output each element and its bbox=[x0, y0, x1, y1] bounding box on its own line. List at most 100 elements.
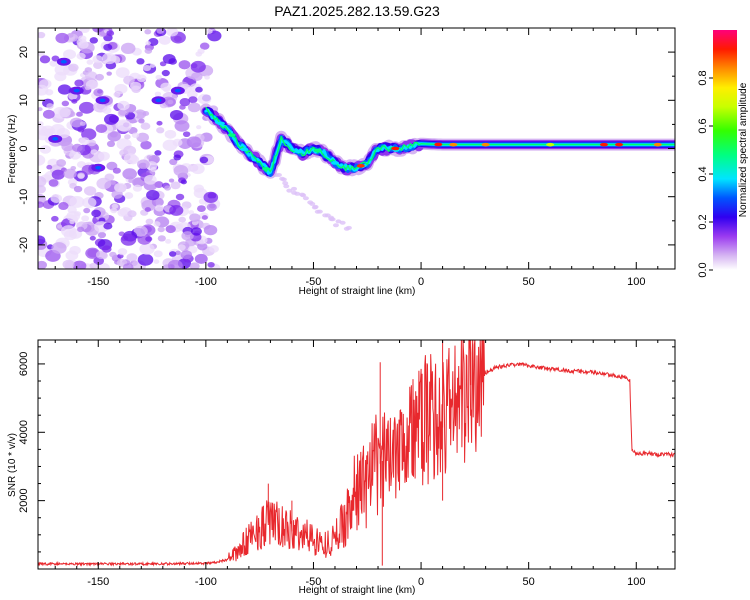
spectrogram-speckle bbox=[144, 174, 157, 185]
spectrogram-speckle bbox=[79, 137, 90, 146]
spectrogram-speckle bbox=[145, 41, 151, 46]
colorbar-ticks: 0.0 0.2 0.4 0.6 0.8 bbox=[697, 70, 713, 278]
spectrogram-speckle bbox=[162, 54, 176, 64]
spectrogram-speckle bbox=[110, 180, 116, 185]
spectrogram-speckle bbox=[38, 121, 44, 127]
spectrogram-speckle bbox=[39, 79, 52, 89]
spectrogram-speckle bbox=[179, 104, 186, 110]
spectrogram-speckle bbox=[283, 184, 290, 189]
figure-title: PAZ1.2025.282.13.59.G23 bbox=[274, 3, 440, 19]
spectrogram-speckle bbox=[286, 188, 293, 193]
spectrogram-speckle bbox=[71, 99, 78, 104]
spectrogram-speckle bbox=[84, 85, 91, 91]
spectrogram-speckle bbox=[300, 193, 307, 198]
spectrogram-speckle bbox=[190, 60, 206, 73]
spectrogram-blob-core bbox=[99, 98, 106, 103]
snr-y-tick-label: 6000 bbox=[18, 352, 30, 376]
spectrogram-speckle bbox=[69, 196, 85, 208]
spectrogram-speckle bbox=[81, 128, 97, 141]
spectrogram-x-tick-label: 100 bbox=[627, 276, 645, 288]
spectrogram-speckle bbox=[104, 173, 115, 181]
spectrogram-speckle bbox=[92, 55, 103, 64]
spectrogram-blob-core bbox=[155, 98, 162, 103]
spectrogram-speckle bbox=[123, 145, 137, 156]
spectrogram-speckle bbox=[61, 142, 74, 152]
spectrogram-speckle bbox=[275, 172, 282, 177]
spectrogram-speckle bbox=[38, 201, 44, 208]
spectrogram-speckle bbox=[169, 251, 177, 257]
spectrogram-speckle bbox=[102, 107, 112, 115]
spectrogram-speckle bbox=[69, 117, 83, 128]
spectrogram-speckle bbox=[175, 193, 185, 201]
spectrogram-speckle bbox=[137, 253, 154, 266]
spectrogram-speckle bbox=[188, 96, 198, 104]
spectrogram-speckle bbox=[55, 32, 70, 44]
snr-x-ticks: -150 -100 -50 0 50 100 bbox=[54, 340, 659, 588]
spectrogram-y-ticks: -20 -10 0 10 20 bbox=[18, 27, 675, 270]
spectrogram-y-tick-label: 0 bbox=[18, 145, 30, 151]
spectrogram-speckle bbox=[149, 63, 156, 68]
snr-x-tick-label: 100 bbox=[627, 576, 645, 588]
spectrogram-speckle bbox=[191, 72, 203, 81]
spectrogram-speckle bbox=[83, 186, 97, 196]
spectrogram-speckle bbox=[115, 67, 130, 78]
spectrogram-speckle bbox=[161, 69, 170, 77]
spectrogram-speckle bbox=[145, 218, 154, 225]
spectrogram-speckle bbox=[95, 250, 108, 259]
colorbar-label: Normalized spectral amplitude bbox=[738, 82, 749, 217]
spectrogram-speckle bbox=[38, 235, 46, 246]
spectrogram-speckle bbox=[69, 150, 82, 160]
spectrogram-speckle bbox=[89, 37, 99, 44]
spectrogram-blob-core bbox=[174, 88, 181, 93]
spectrogram-speckle bbox=[79, 28, 90, 33]
spectrogram-speckle bbox=[61, 100, 70, 107]
spectrogram-speckle bbox=[133, 225, 148, 237]
spectrogram-speckle bbox=[339, 220, 346, 225]
spectrogram-speckle bbox=[78, 35, 87, 42]
spectrogram-speckle bbox=[46, 103, 54, 109]
spectrogram-speckle bbox=[204, 75, 210, 80]
spectrogram-speckle bbox=[38, 31, 46, 39]
spectrogram-y-tick-label: -20 bbox=[18, 237, 30, 253]
spectrogram-speckle bbox=[77, 173, 85, 179]
spectrogram-speckle bbox=[169, 158, 178, 166]
spectrogram-speckle bbox=[173, 164, 189, 177]
spectrogram-speckle bbox=[76, 111, 83, 117]
spectrogram-speckle bbox=[56, 224, 63, 229]
spectrogram-speckle bbox=[77, 226, 85, 233]
spectrogram-speckle bbox=[144, 48, 153, 54]
snr-x-tick-label: 0 bbox=[418, 576, 424, 588]
spectrogram-speckle bbox=[95, 73, 105, 81]
spectrogram-speckle bbox=[332, 223, 339, 228]
snr-x-tick-label: -100 bbox=[195, 576, 217, 588]
spectrogram-speckle bbox=[153, 250, 163, 258]
spectrogram-speckle bbox=[67, 32, 74, 38]
spectrogram-speckle bbox=[79, 121, 86, 126]
spectrogram-hotspot bbox=[294, 149, 303, 154]
spectrogram-speckle bbox=[154, 150, 162, 156]
spectrogram-speckle bbox=[38, 260, 48, 269]
spectrogram-hotspot bbox=[434, 142, 443, 147]
spectrogram-speckle bbox=[169, 109, 184, 121]
spectrogram-speckle bbox=[106, 30, 115, 37]
spectrogram-speckle bbox=[139, 242, 155, 255]
snr-series-line bbox=[38, 340, 675, 567]
colorbar-gradient bbox=[713, 30, 737, 270]
snr-series-spikes bbox=[267, 340, 472, 566]
spectrogram-speckle bbox=[203, 224, 218, 236]
spectrogram-speckle bbox=[83, 207, 91, 214]
spectrogram-speckle bbox=[207, 261, 215, 268]
colorbar-tick-label: 0.0 bbox=[697, 262, 709, 277]
snr-x-tick-label: -50 bbox=[306, 576, 322, 588]
spectrogram-speckle bbox=[187, 102, 201, 113]
spectrogram-speckle bbox=[62, 259, 75, 269]
spectrogram-speckle bbox=[181, 231, 194, 241]
spectrogram-speckle bbox=[203, 191, 219, 204]
spectrogram-speckle bbox=[124, 192, 134, 199]
spectrogram-hotspot bbox=[599, 142, 608, 147]
spectrogram-speckle bbox=[101, 52, 117, 65]
spectrogram-speckle bbox=[167, 99, 174, 105]
spectrogram-speckle bbox=[199, 42, 210, 50]
spectrogram-speckle bbox=[154, 91, 162, 97]
